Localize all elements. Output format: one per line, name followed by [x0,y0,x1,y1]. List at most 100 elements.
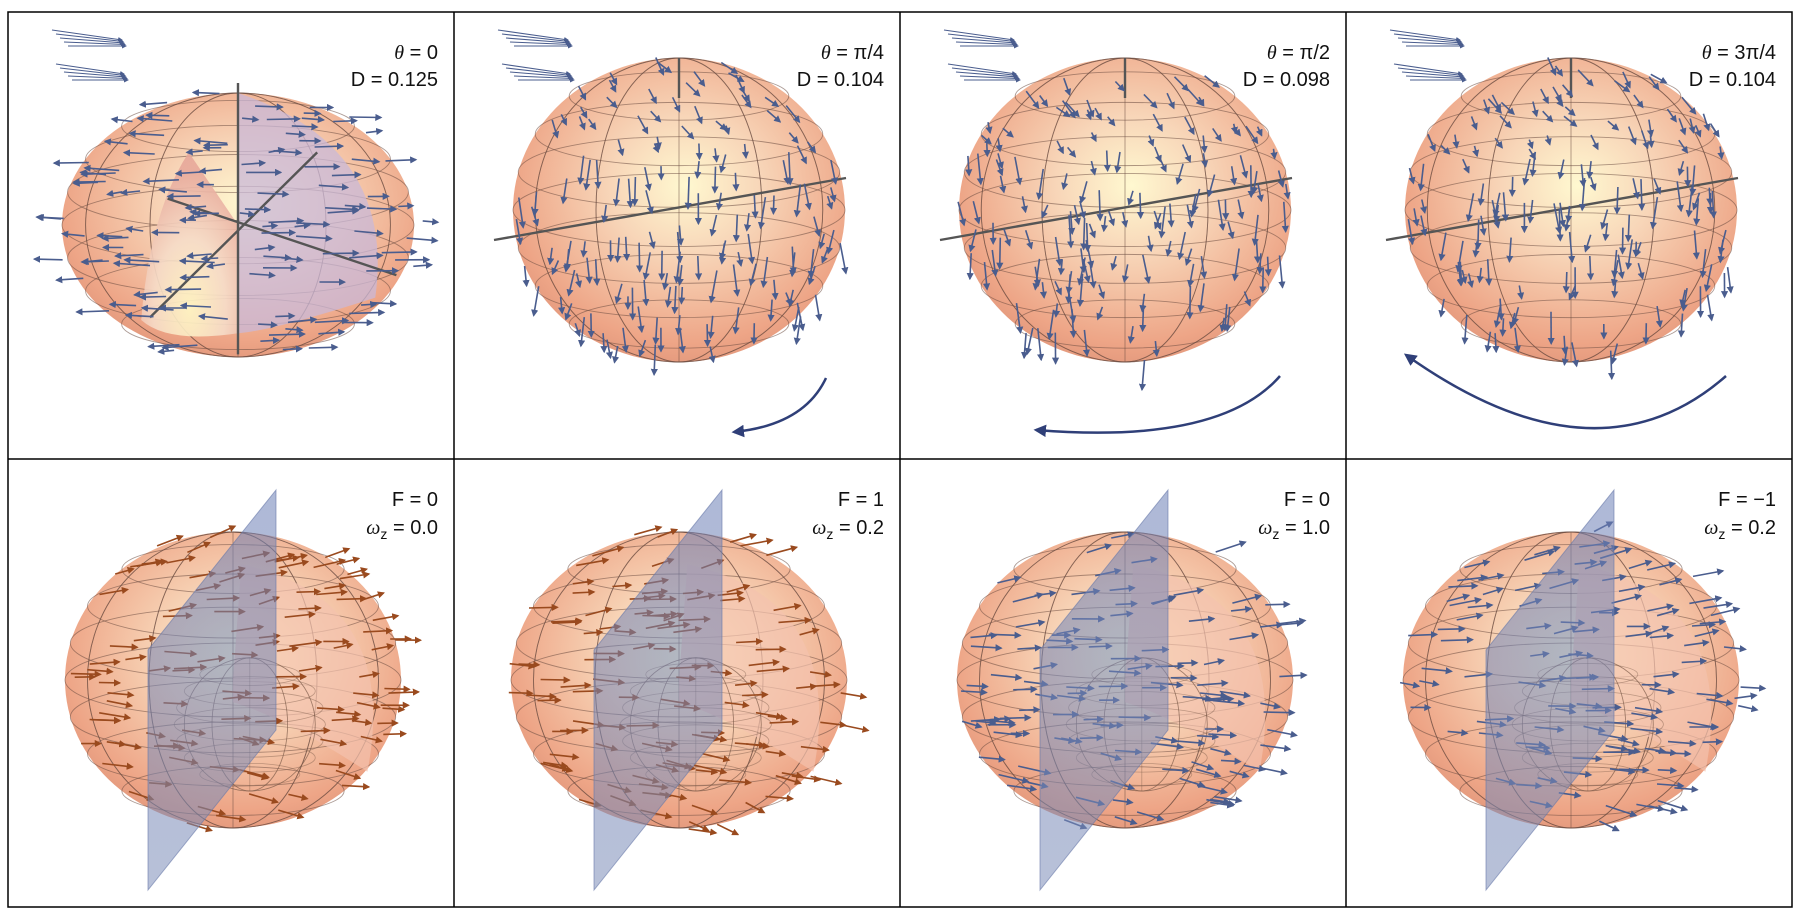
field-arrow [755,645,787,653]
field-arrow [841,724,870,733]
field-arrow [820,721,847,729]
field-arrow [983,143,991,158]
field-arrow [1540,88,1549,105]
field-arrow [621,327,629,354]
field-arrow [709,214,718,237]
svg-text:D = 0.098: D = 0.098 [1243,69,1330,91]
field-arrow [324,582,347,590]
field-arrow [1250,170,1258,195]
flow-legend-arrow [1397,67,1464,78]
d-label: D [351,69,365,91]
field-arrow [726,583,751,593]
field-arrow [1678,118,1687,136]
field-arrow [703,324,712,348]
field-arrow [1472,145,1480,158]
flow-legend-arrow [1393,33,1462,44]
field-arrow [339,571,371,580]
field-arrow [1494,137,1503,149]
field-arrow [970,644,1003,652]
field-arrow [1088,223,1096,239]
field-arrow [79,169,107,177]
theta-symbol: θ [394,42,404,64]
field-arrow [645,190,654,215]
field-arrow [278,809,305,820]
field-arrow [781,771,804,779]
field-arrow [1107,116,1116,127]
flow-legend-arrow [1397,37,1463,46]
field-arrow [178,257,215,265]
field-arrow [1449,596,1483,607]
field-arrow [278,559,310,569]
field-arrow [1564,106,1576,117]
field-arrow [268,146,286,155]
field-arrow [1080,217,1088,251]
flow-legend-arrow [509,41,572,47]
field-arrow [322,249,360,257]
field-arrow [735,679,758,688]
field-arrow [1073,205,1081,226]
field-arrow [1006,784,1038,793]
field-arrow [1020,196,1028,214]
field-arrow [547,247,555,266]
flow-legend-arrow [55,63,125,76]
field-arrow [363,627,394,635]
field-arrow [1681,657,1708,665]
field-arrow [1456,612,1484,621]
field-arrow [1237,199,1245,220]
ellipsoid [959,58,1291,362]
field-arrow [1571,342,1580,368]
field-arrow [166,555,196,564]
field-arrow [1677,160,1685,176]
field-arrow [1482,586,1504,596]
field-arrow [193,137,228,145]
field-arrow [360,735,383,744]
field-arrow [1184,248,1193,266]
field-arrow [1689,165,1697,196]
field-arrow [1506,237,1514,264]
field-arrow [577,85,587,101]
field-arrow [558,297,566,315]
field-arrow [818,233,826,250]
field-arrow [1602,222,1610,242]
flow-legend-arrow [497,29,569,42]
field-arrow [566,269,576,297]
field-arrow [1556,208,1564,242]
field-arrow [796,145,807,165]
field-arrow [609,72,618,86]
field-arrow [1618,584,1646,593]
field-arrow [756,665,790,673]
field-arrow [702,752,731,763]
omega-symbol: ω [366,517,380,539]
field-arrow [1465,193,1475,223]
field-arrow [35,213,64,221]
field-arrow [1527,199,1535,224]
field-arrow [1197,96,1205,107]
flow-legend-arrow [59,37,125,46]
field-arrow [695,768,719,776]
field-arrow [120,188,141,196]
field-arrow [123,256,160,264]
field-arrow [1628,559,1653,570]
field-arrow [1689,595,1723,605]
omega-symbol: ω [1258,517,1272,539]
field-arrow [642,280,650,307]
field-arrow [1002,127,1014,138]
field-arrow [1699,249,1707,279]
field-arrow [740,537,774,547]
field-arrow [1493,204,1501,224]
field-arrow [1542,110,1554,123]
d-eq: = [365,69,388,91]
field-arrow [258,321,278,329]
field-arrow [1276,617,1307,625]
theta-value: 0 [427,42,438,64]
field-arrow [1206,174,1216,198]
field-arrow [793,184,802,218]
field-arrow [296,588,322,596]
field-arrow [1448,582,1479,590]
field-arrow [694,161,702,180]
field-arrow [723,125,731,136]
field-arrow [215,814,247,823]
field-arrow [1492,333,1500,354]
field-arrow [583,628,604,637]
field-arrow [398,202,415,210]
